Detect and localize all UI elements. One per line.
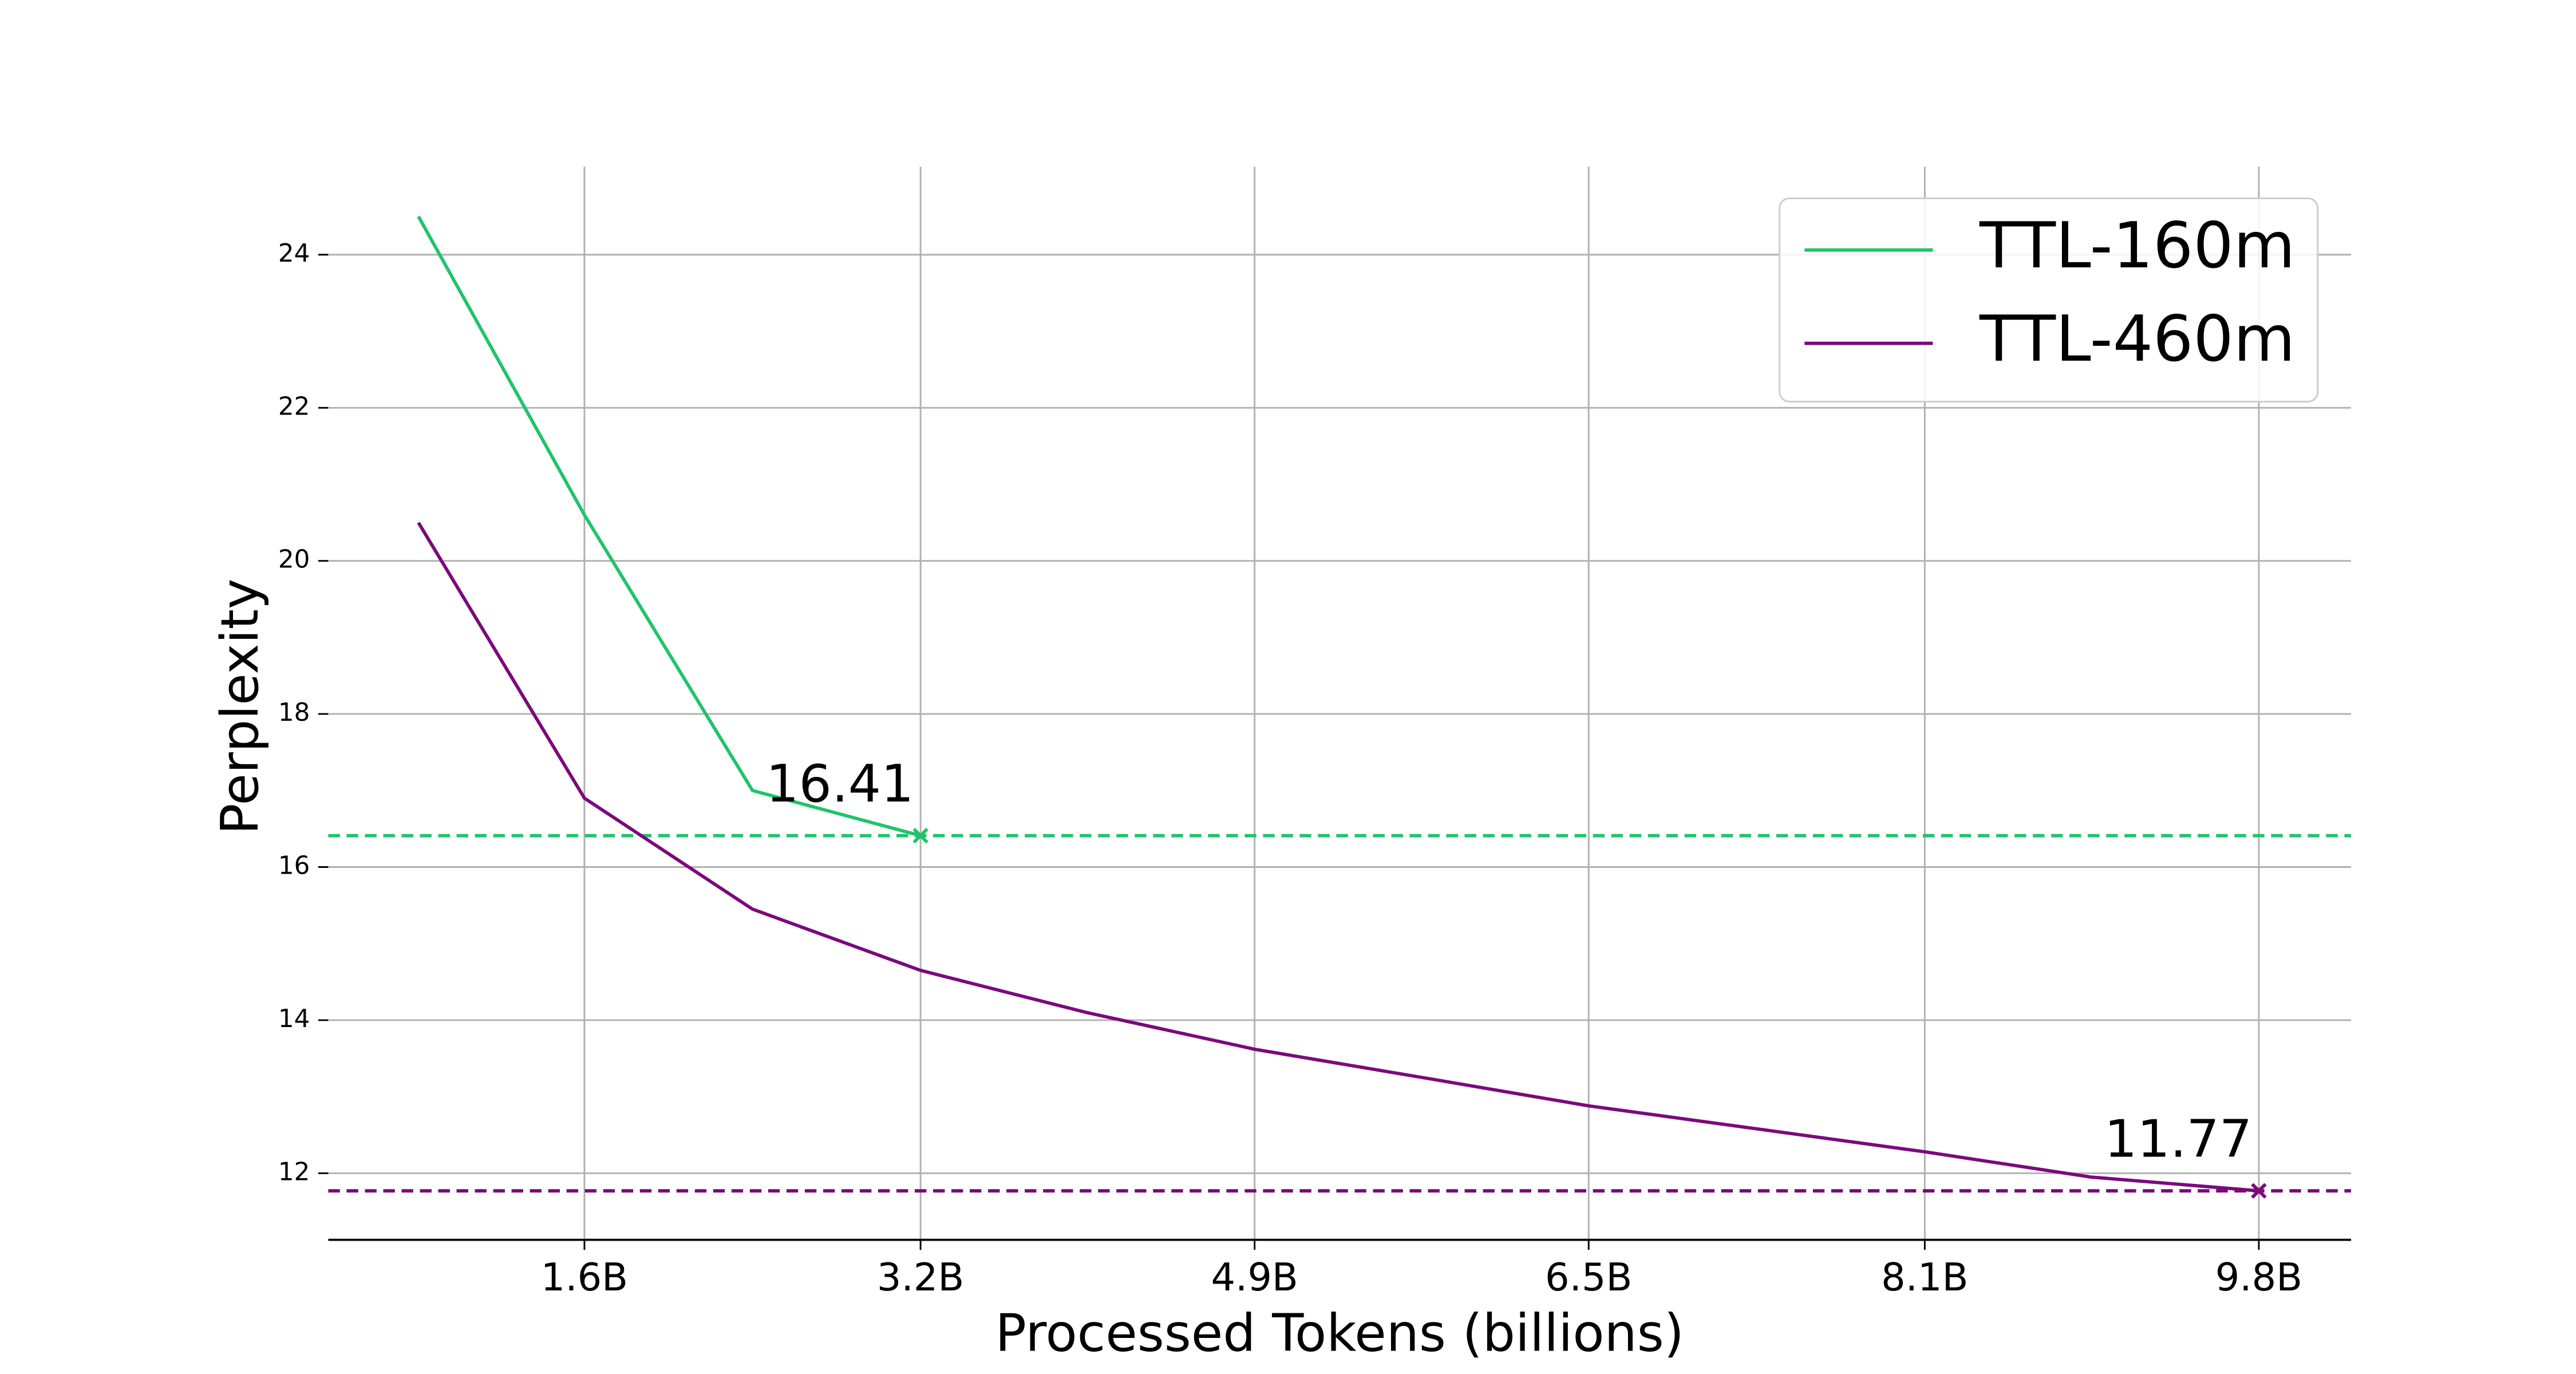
annotation: 16.41: [766, 754, 914, 814]
legend: TTL-160m TTL-460m: [1779, 197, 2319, 402]
y-tick-label: 16: [278, 851, 310, 881]
y-tick-label: 18: [278, 698, 310, 727]
x-tick-label: 1.6B: [541, 1255, 628, 1300]
end-marker: [912, 827, 929, 844]
legend-label: TTL-160m: [1979, 209, 2296, 283]
x-tick-label: 9.8B: [2215, 1255, 2302, 1300]
end-marker: [2251, 1183, 2267, 1199]
x-tick-label: 6.5B: [1545, 1255, 1632, 1300]
y-tick-label: 20: [278, 545, 310, 574]
annotation: 11.77: [2104, 1110, 2252, 1170]
y-tick-label: 24: [278, 239, 310, 268]
series-line: [417, 215, 921, 838]
y-tick-label: 12: [278, 1157, 310, 1186]
x-axis-label: Processed Tokens (billions): [995, 1303, 1684, 1363]
legend-label: TTL-460m: [1979, 302, 2296, 376]
series-line: [417, 522, 2259, 1193]
x-tick-label: 8.1B: [1881, 1255, 1968, 1300]
x-tick-label: 3.2B: [877, 1255, 964, 1300]
y-tick-label: 14: [278, 1004, 310, 1033]
y-tick-label: 22: [278, 392, 310, 421]
y-axis-label: Perplexity: [210, 579, 270, 835]
x-tick-label: 4.9B: [1211, 1255, 1298, 1300]
